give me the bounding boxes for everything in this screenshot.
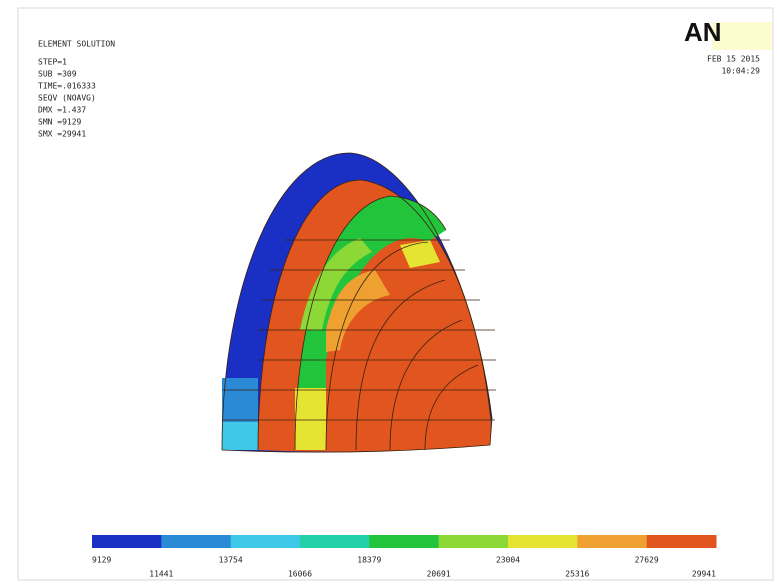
legend-label: 18379 (357, 556, 381, 565)
info-line: SEQV (NOAVG) (38, 94, 96, 103)
legend-swatch (577, 535, 647, 548)
info-line: STEP=1 (38, 58, 67, 67)
info-line: SUB =309 (38, 70, 77, 79)
legend-label: 11441 (149, 570, 173, 579)
legend-swatch (300, 535, 370, 548)
legend-swatch (508, 535, 578, 548)
legend-label: 25316 (565, 570, 589, 579)
viewport: ELEMENT SOLUTION STEP=1 SUB =309 TIME=.016… (0, 0, 777, 585)
legend-swatch (647, 535, 717, 548)
legend-swatch (161, 535, 231, 548)
legend-swatch (92, 535, 162, 548)
legend-swatch (369, 535, 439, 548)
result-title: ELEMENT SOLUTION (38, 40, 115, 49)
legend-swatch (439, 535, 509, 548)
legend-label: 9129 (92, 556, 111, 565)
legend-label: 27629 (635, 556, 659, 565)
page: ELEMENT SOLUTION STEP=1 SUB =309 TIME=.016… (0, 0, 777, 585)
legend-label: 16066 (288, 570, 312, 579)
legend-label: 13754 (219, 556, 243, 565)
date: FEB 15 2015 (707, 55, 760, 64)
legend-label: 20691 (427, 570, 451, 579)
info-line: DMX =1.437 (38, 106, 86, 115)
info-line: SMX =29941 (38, 130, 86, 139)
legend-label: 23004 (496, 556, 520, 565)
legend-swatch (231, 535, 301, 548)
info-line: TIME=.016333 (38, 82, 96, 91)
legend-label: 29941 (692, 570, 716, 579)
time: 10:04:29 (721, 67, 760, 76)
info-line: SMN =9129 (38, 118, 82, 127)
logo: AN (684, 17, 722, 47)
